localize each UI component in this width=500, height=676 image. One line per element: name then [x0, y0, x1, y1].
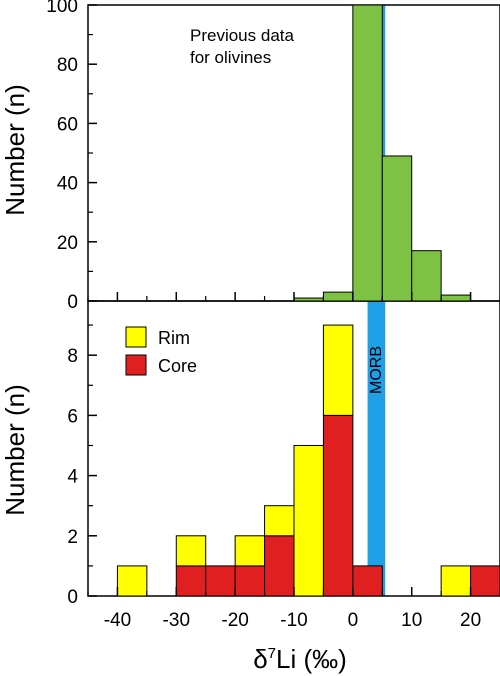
core-bar-6 — [322, 414, 354, 597]
rim-bar-6 — [322, 324, 354, 416]
bottom-y-tick-label-0: 0 — [67, 587, 78, 608]
bottom-y-tick-label-2: 4 — [67, 467, 78, 488]
top-y-axis-title: Number (n) — [0, 84, 30, 215]
rim-bar-0 — [116, 565, 148, 597]
top-y-tick-label-5: 100 — [46, 0, 78, 17]
morb-label: MORB — [368, 346, 385, 394]
legend-swatch-rim — [125, 326, 147, 348]
top-y-tick-label-4: 80 — [57, 55, 78, 76]
x-tick-label-0: -40 — [104, 610, 131, 631]
core-bar-3 — [234, 565, 266, 597]
top-y-tick-label-3: 60 — [57, 114, 78, 135]
bottom-y-tick-label-4: 8 — [67, 346, 78, 367]
core-bar-2 — [205, 565, 236, 597]
x-axis-title-superscript: 7 — [268, 645, 276, 662]
top-annotation-line-2: for olivines — [190, 48, 271, 67]
top-bar-3 — [381, 155, 413, 302]
core-bar-4 — [264, 535, 295, 597]
legend-label-core: Core — [158, 356, 197, 376]
legend-swatch-core — [125, 354, 147, 376]
top-bar-2 — [352, 4, 383, 302]
top-y-tick-label-1: 20 — [57, 233, 78, 254]
bottom-panel-bars — [116, 324, 500, 597]
axis-ticks: 0 20 40 60 80 100 0 2 4 6 8 -40 -30 -20 -10 0 10 20 — [46, 0, 500, 631]
bottom-y-axis-title: Number (n) — [0, 384, 30, 515]
core-bar-9 — [470, 565, 500, 597]
core-bar-7 — [352, 565, 383, 597]
rim-bar-5 — [293, 444, 324, 597]
x-tick-label-2: -20 — [221, 610, 248, 631]
x-tick-label-5: 10 — [401, 610, 422, 631]
x-tick-label-4: 0 — [348, 610, 359, 631]
x-axis-title: δ7Li (‰) — [253, 644, 347, 674]
top-bar-5 — [440, 294, 472, 302]
top-bar-4 — [411, 250, 442, 302]
rim-bar-3 — [234, 535, 266, 567]
x-tick-label-1: -30 — [163, 610, 190, 631]
core-bar-1 — [175, 565, 207, 597]
top-panel-bars — [293, 4, 472, 302]
top-y-tick-label-0: 0 — [67, 292, 78, 313]
x-axis-title-delta: δ — [253, 644, 267, 674]
x-axis-title-main: Li (‰) — [276, 644, 347, 674]
x-tick-label-3: -10 — [280, 610, 307, 631]
top-bar-0 — [293, 297, 324, 302]
top-y-tick-label-2: 40 — [57, 174, 78, 195]
rim-bar-1 — [175, 535, 207, 567]
rim-bar-8 — [440, 565, 472, 597]
bottom-y-tick-label-3: 6 — [67, 406, 78, 427]
top-bar-1 — [322, 291, 354, 302]
bottom-y-tick-label-1: 2 — [67, 527, 78, 548]
rim-bar-4 — [264, 505, 295, 537]
x-tick-label-6: 20 — [460, 610, 481, 631]
legend-label-rim: Rim — [158, 328, 190, 348]
top-annotation-line-1: Previous data — [190, 26, 294, 45]
